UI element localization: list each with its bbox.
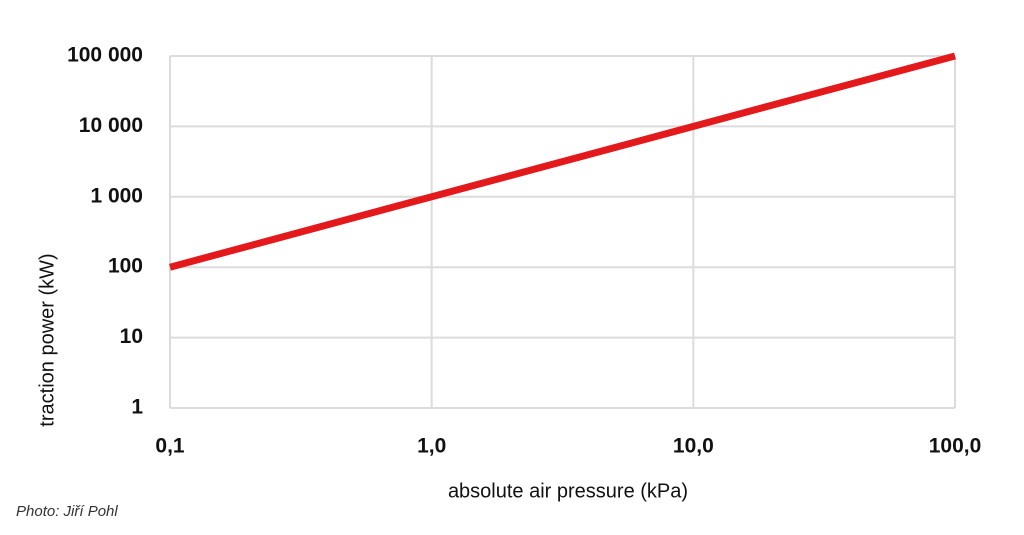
y-tick-label: 10 000	[79, 114, 143, 137]
y-tick-label: 100 000	[67, 44, 143, 67]
x-tick-label: 0,1	[155, 435, 185, 458]
y-tick-label: 10	[120, 325, 143, 348]
x-tick-label: 100,0	[929, 435, 982, 458]
credit: Photo: Jiří Pohl	[16, 503, 118, 520]
y-tick-label: 1 000	[90, 184, 143, 207]
y-tick-label: 100	[108, 255, 143, 278]
x-axis-label: absolute air pressure (kPa)	[448, 480, 688, 502]
x-tick-label: 10,0	[673, 435, 714, 458]
y-tick-label: 1	[131, 396, 143, 419]
data-line	[169, 52, 956, 271]
y-axis-label: traction power (kW)	[36, 253, 58, 426]
x-tick-label: 1,0	[417, 435, 446, 458]
